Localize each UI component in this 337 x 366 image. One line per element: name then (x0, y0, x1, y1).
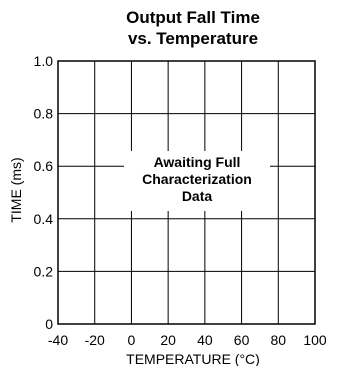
x-tick-label: 100 (303, 332, 327, 348)
x-tick-label: 80 (270, 332, 286, 348)
y-tick-label: 0.8 (34, 106, 54, 122)
y-tick-label: 1.0 (34, 53, 54, 69)
annotation-line: Awaiting Full (154, 154, 241, 170)
chart-title: Output Fall Time vs. Temperature (126, 8, 260, 48)
y-tick-label: 0 (45, 316, 53, 332)
x-axis-ticks: -40 -20 0 20 40 60 80 100 (48, 332, 327, 348)
annotation-line: Characterization (142, 171, 252, 187)
x-tick-label: 60 (234, 332, 250, 348)
y-axis-ticks: 0 0.2 0.4 0.6 0.8 1.0 (34, 53, 54, 332)
y-axis-label: TIME (ms) (8, 157, 24, 222)
chart-title-line: Output Fall Time (126, 8, 260, 27)
annotation-line: Data (182, 188, 213, 204)
x-axis-label: TEMPERATURE (°C) (126, 351, 260, 366)
x-tick-label: 40 (197, 332, 213, 348)
annotation-background (124, 151, 270, 211)
plot-frame (57, 60, 316, 325)
chart-title-line: vs. Temperature (128, 29, 258, 48)
x-tick-label: 20 (160, 332, 176, 348)
y-tick-label: 0.4 (34, 211, 54, 227)
y-tick-label: 0.2 (34, 263, 54, 279)
x-tick-label: -40 (48, 332, 68, 348)
x-tick-label: -20 (85, 332, 105, 348)
y-tick-label: 0.6 (34, 158, 54, 174)
x-tick-label: 0 (128, 332, 136, 348)
